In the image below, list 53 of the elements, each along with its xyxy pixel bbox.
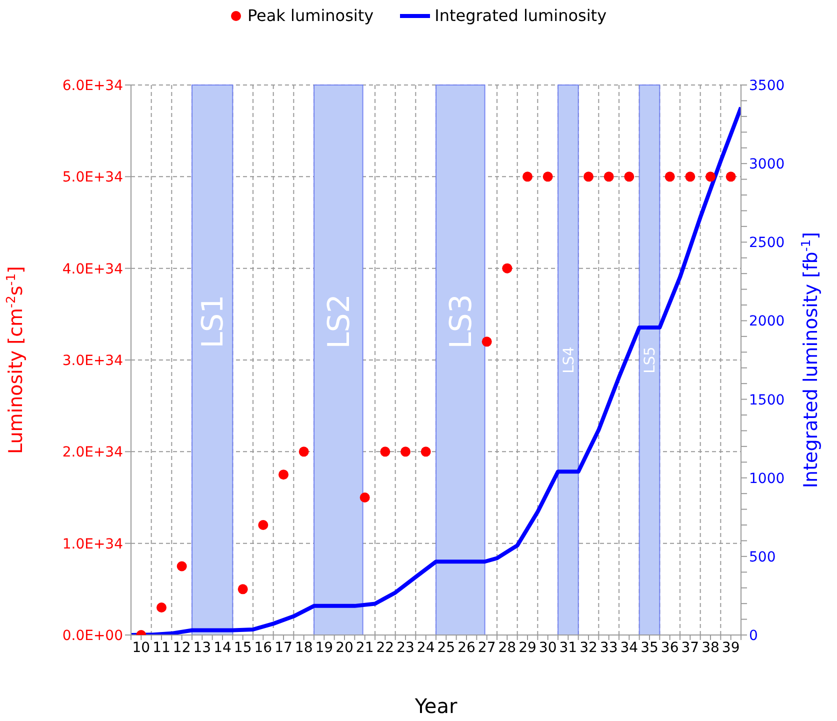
y2-tick-label: 1000 [749,470,785,487]
x-tick-label: 10 [132,640,150,656]
x-axis-title: Year [414,694,458,718]
band-label: LS5 [642,346,659,374]
band-label: LS1 [196,294,230,348]
x-tick-label: 37 [681,640,700,656]
y2-tick-label: 1500 [749,392,785,408]
x-tick-label: 17 [274,640,292,656]
y2-tick-label: 500 [749,549,776,566]
x-tick-label: 26 [458,640,476,656]
y-tick-label: 5.0E+34 [62,170,124,186]
x-tick-label: 38 [702,640,720,656]
y2-tick-label: 2500 [749,235,785,252]
x-tick-label: 24 [416,640,435,656]
x-tick-label: 34 [620,640,638,656]
x-tick-label: 25 [437,640,456,656]
y-tick-label: 0.0E+00 [62,628,123,644]
y2-tick-label: 3000 [749,156,785,173]
x-tick-label: 29 [518,640,536,656]
x-tick-label: 21 [356,640,374,656]
y-tick-label: 4.0E+34 [62,261,124,278]
x-tick-label: 16 [254,640,272,656]
x-tick-label: 13 [193,640,212,656]
x-tick-label: 28 [498,640,516,656]
x-tick-label: 39 [722,640,740,656]
x-tick-label: 11 [152,640,170,656]
y2-tick-label: 0 [749,628,758,644]
x-tick-label: 20 [336,640,354,656]
y2-tick-label: 2000 [749,314,785,330]
band-label: LS2 [322,294,357,349]
x-tick-label: 31 [559,640,578,656]
x-tick-label: 15 [234,640,252,656]
x-tick-label: 19 [315,640,334,656]
band-label: LS3 [444,294,479,349]
x-tick-label: 32 [580,640,598,656]
y-tick-label: 6.0E+34 [62,78,124,94]
x-tick-label: 30 [538,640,557,656]
x-tick-label: 27 [478,640,496,656]
y-tick-label: 3.0E+34 [62,353,124,369]
x-tick-label: 18 [294,640,313,656]
legend-label: Integrated luminosity [434,6,607,25]
x-tick-label: 36 [660,640,679,656]
y-tick-label: 2.0E+34 [62,444,124,461]
x-tick-label: 14 [214,640,232,656]
x-tick-label: 12 [172,640,191,656]
band-label: LS4 [560,346,578,374]
x-tick-label: 33 [600,640,618,656]
x-tick-label: 22 [376,640,394,656]
y2-tick-label: 3500 [749,78,785,94]
legend-label: Peak luminosity [247,6,374,25]
x-tick-label: 35 [640,640,658,656]
x-tick-label: 23 [396,640,414,656]
y-tick-label: 1.0E+34 [62,536,124,552]
